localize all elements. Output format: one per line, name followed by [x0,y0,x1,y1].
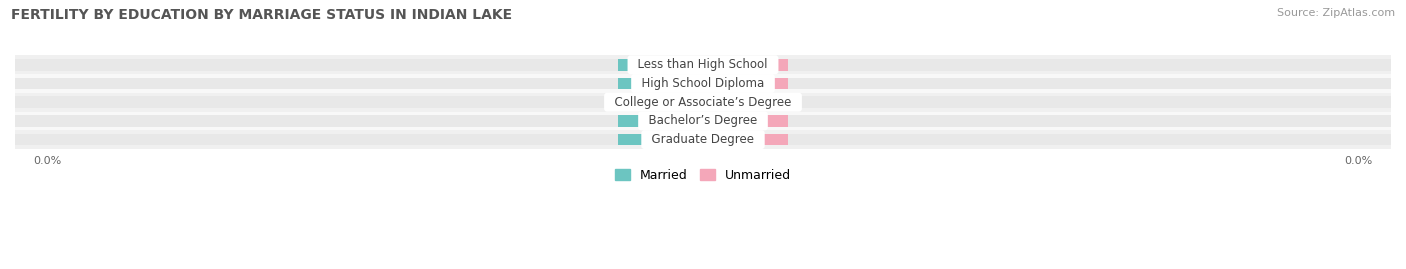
Bar [15,134,1391,145]
Text: 0.0%: 0.0% [644,114,676,128]
Bar [15,78,1391,89]
Text: 0.0%: 0.0% [730,96,762,109]
Bar [703,78,789,89]
Bar [617,134,703,145]
Bar [703,134,789,145]
Bar [617,78,703,89]
Text: College or Associate’s Degree: College or Associate’s Degree [607,96,799,109]
Bar [15,55,1391,74]
Bar [703,115,789,127]
Text: FERTILITY BY EDUCATION BY MARRIAGE STATUS IN INDIAN LAKE: FERTILITY BY EDUCATION BY MARRIAGE STATU… [11,8,512,22]
Bar [15,74,1391,93]
Text: 0.0%: 0.0% [730,114,762,128]
Bar [617,59,703,70]
Bar [15,115,1391,127]
Text: Less than High School: Less than High School [630,58,776,71]
Bar [15,93,1391,112]
Text: Bachelor’s Degree: Bachelor’s Degree [641,114,765,128]
Text: Source: ZipAtlas.com: Source: ZipAtlas.com [1277,8,1395,18]
Legend: Married, Unmarried: Married, Unmarried [610,164,796,187]
Text: 0.0%: 0.0% [644,77,676,90]
Bar [15,112,1391,130]
Text: 0.0%: 0.0% [730,58,762,71]
Text: 0.0%: 0.0% [730,77,762,90]
Text: Graduate Degree: Graduate Degree [644,133,762,146]
Text: 0.0%: 0.0% [644,58,676,71]
Bar [617,115,703,127]
Text: 0.0%: 0.0% [730,133,762,146]
Bar [703,59,789,70]
Bar [703,96,789,108]
Bar [15,59,1391,70]
Bar [617,96,703,108]
Bar [15,130,1391,149]
Text: 0.0%: 0.0% [644,96,676,109]
Bar [15,96,1391,108]
Text: 0.0%: 0.0% [644,133,676,146]
Text: High School Diploma: High School Diploma [634,77,772,90]
